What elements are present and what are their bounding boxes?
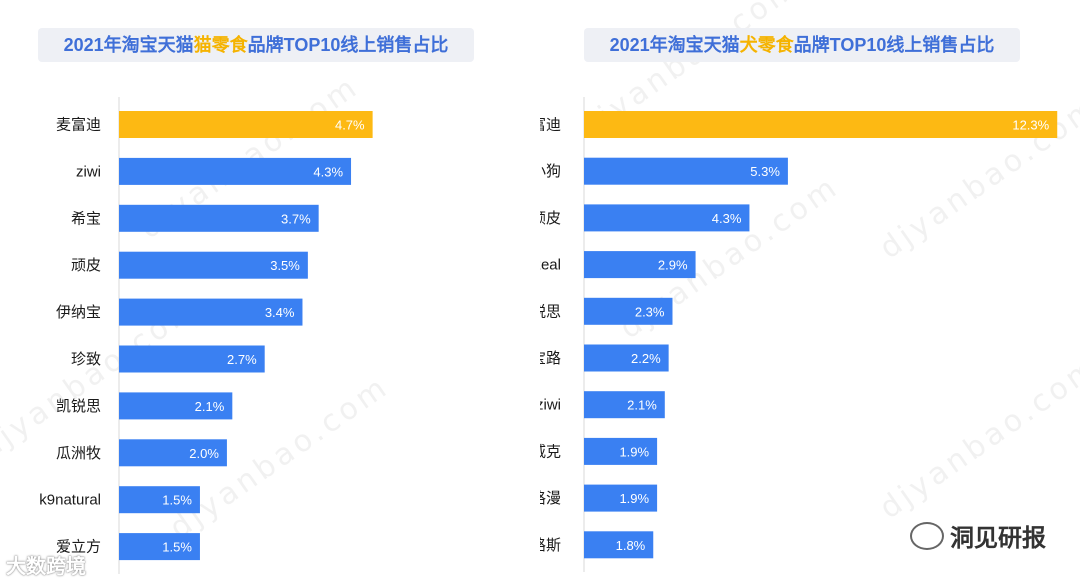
chart-title: 2021年淘宝天猫犬零食品牌TOP10线上销售占比 <box>584 28 1020 62</box>
value-label: 2.2% <box>631 351 661 366</box>
category-label: 凯锐思 <box>56 398 101 415</box>
value-label: 2.1% <box>195 399 225 414</box>
value-label: 4.3% <box>712 211 742 226</box>
value-label: 4.7% <box>335 118 365 133</box>
bar-4 <box>119 298 303 326</box>
value-label: 2.7% <box>227 352 257 367</box>
category-label: 疯狂小狗 <box>540 163 561 180</box>
bar-4 <box>584 297 673 325</box>
wechat-icon <box>910 521 944 550</box>
category-label: 瓜洲牧 <box>56 445 101 462</box>
bar-6 <box>119 392 233 420</box>
value-label: 2.3% <box>635 304 665 319</box>
category-label: 耐威克 <box>540 443 561 460</box>
dog-snack-bar-chart: 麦富迪 12.3% 疯狂小狗 5.3% 顽皮 4.3% zeal 2.9% 凯锐思 2.3% 宝路 2… <box>540 97 1058 572</box>
category-label: 凯锐思 <box>540 303 561 320</box>
bar-8 <box>584 484 658 512</box>
category-label: 珍致 <box>71 351 101 368</box>
brand-right-text: 洞见研报 <box>950 525 1046 552</box>
value-label: 1.9% <box>619 444 649 459</box>
bar-8 <box>119 486 200 514</box>
category-label: ziwi <box>76 163 101 180</box>
title-prefix: 2021年淘宝天猫 <box>63 35 194 55</box>
brand-logo-right: 洞见研报 <box>910 518 1046 553</box>
category-label: 麦富迪 <box>540 116 561 134</box>
value-label: 1.8% <box>616 538 646 553</box>
bar-5 <box>584 344 669 372</box>
category-label: 宝路 <box>540 350 561 367</box>
bar-1 <box>119 157 352 185</box>
bar-6 <box>584 391 665 419</box>
bar-2 <box>584 204 750 232</box>
title-highlight: 犬零食 <box>739 35 794 55</box>
bar-7 <box>584 437 658 465</box>
bar-3 <box>584 251 696 279</box>
value-label: 1.9% <box>619 491 649 506</box>
category-label: 顽皮 <box>540 210 561 227</box>
value-label: 1.5% <box>162 493 192 508</box>
category-label: 希宝 <box>71 210 101 227</box>
category-label: 顽皮 <box>71 257 101 274</box>
bar-5 <box>119 345 265 373</box>
value-label: 1.5% <box>162 540 192 555</box>
category-label: 多格漫 <box>540 490 561 507</box>
category-label: k9natural <box>39 492 101 509</box>
brand-logo-left: 大数跨境 <box>6 550 86 579</box>
value-label: 2.9% <box>658 258 688 273</box>
value-label: 3.7% <box>281 211 311 226</box>
bar-9 <box>584 531 654 559</box>
bar-0 <box>119 111 373 138</box>
value-label: 5.3% <box>750 164 780 179</box>
bar-2 <box>119 204 319 232</box>
bar-7 <box>119 439 227 467</box>
brand-left-text: 大数跨境 <box>6 556 86 578</box>
chart-title: 2021年淘宝天猫猫零食品牌TOP10线上销售占比 <box>38 28 474 62</box>
value-label: 2.1% <box>627 398 657 413</box>
bar-0 <box>584 111 1058 138</box>
category-label: ziwi <box>540 397 561 414</box>
bar-3 <box>119 251 308 279</box>
title-prefix: 2021年淘宝天猫 <box>609 35 740 55</box>
value-label: 3.4% <box>265 305 295 320</box>
cat-snack-chart-panel: 2021年淘宝天猫猫零食品牌TOP10线上销售占比 麦富迪 4.7% ziwi 4.3… <box>38 28 474 574</box>
category-label: 伊纳宝 <box>56 304 101 321</box>
category-label: zeal <box>540 257 561 274</box>
category-label: 爱立方 <box>56 539 101 556</box>
bar-9 <box>119 533 200 561</box>
value-label: 4.3% <box>313 164 343 179</box>
value-label: 12.3% <box>1012 118 1049 133</box>
title-highlight: 猫零食 <box>193 35 248 55</box>
dog-snack-chart-panel: 2021年淘宝天猫犬零食品牌TOP10线上销售占比 麦富迪 12.3% 疯狂小狗 5.… <box>540 0 1080 585</box>
value-label: 3.5% <box>270 258 300 273</box>
bar-1 <box>584 157 788 185</box>
category-label: 路斯 <box>540 537 561 554</box>
title-suffix: 品牌TOP10线上销售占比 <box>247 35 449 55</box>
cat-snack-bar-chart: 麦富迪 4.7% ziwi 4.3% 希宝 3.7% 顽皮 3.5% 伊纳宝 3.4% 珍致 2.7%… <box>39 97 373 574</box>
value-label: 2.0% <box>189 446 219 461</box>
title-suffix: 品牌TOP10线上销售占比 <box>793 35 995 55</box>
category-label: 麦富迪 <box>56 116 101 134</box>
